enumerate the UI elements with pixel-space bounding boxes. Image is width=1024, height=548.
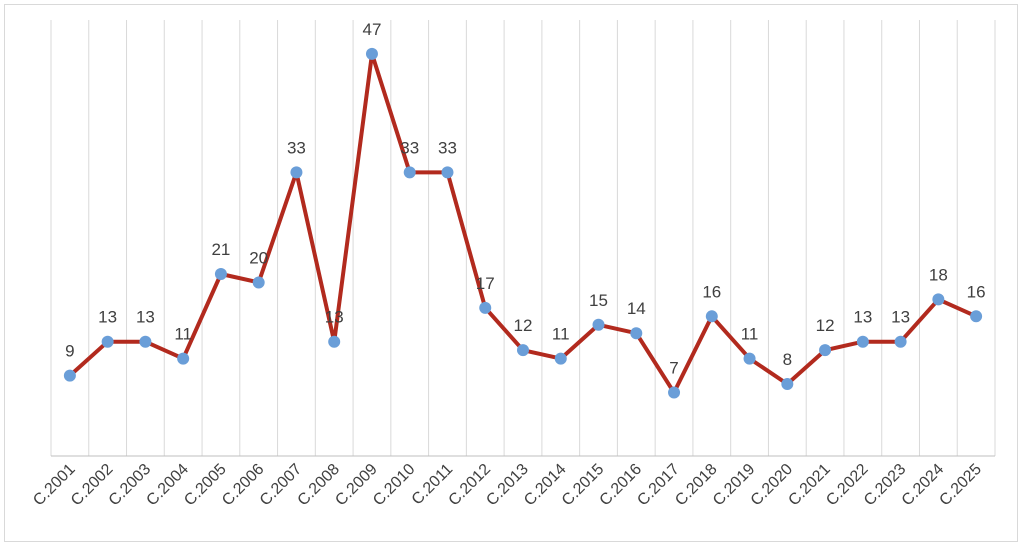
data-labels: 9 13 13 11 21 20 33 13 47 33 33 17 12 11 15 14 7 16 11 8 12 1…: [65, 20, 985, 378]
data-point-C.2005: [214, 267, 227, 280]
data-point-C.2018: [705, 310, 718, 323]
data-label-C.2004: 11: [174, 325, 192, 344]
data-point-C.2024: [932, 293, 945, 306]
data-label-C.2019: 11: [741, 325, 759, 344]
series-line: [67, 51, 979, 395]
data-point-C.2010: [403, 166, 416, 179]
data-label-C.2011: 33: [438, 138, 457, 157]
data-point-C.2014: [554, 352, 567, 365]
data-point-C.2008: [328, 335, 341, 348]
data-point-C.2023: [894, 335, 907, 348]
data-label-C.2006: 20: [249, 248, 268, 267]
data-point-C.2020: [781, 378, 794, 391]
data-point-C.2019: [743, 352, 756, 365]
data-label-C.2007: 33: [287, 138, 306, 157]
data-point-C.2012: [479, 301, 492, 314]
data-label-C.2012: 17: [476, 274, 495, 293]
data-label-C.2017: 7: [669, 359, 678, 378]
data-label-C.2008: 13: [325, 308, 344, 327]
data-point-C.2003: [139, 335, 152, 348]
data-point-C.2002: [101, 335, 114, 348]
data-label-C.2001: 9: [65, 342, 74, 361]
data-label-C.2015: 15: [589, 291, 608, 310]
data-label-C.2014: 11: [552, 325, 570, 344]
data-label-C.2009: 47: [362, 20, 381, 39]
data-point-C.2009: [365, 47, 378, 60]
data-label-C.2010: 33: [400, 138, 419, 157]
x-tick-labels: C.2001C.2002C.2003C.2004C.2005C.2006C.20…: [30, 461, 985, 510]
data-label-C.2021: 12: [816, 316, 835, 335]
data-point-C.2011: [441, 166, 454, 179]
x-tick-C.2010: C.2010: [370, 461, 419, 510]
gridlines: [50, 20, 996, 456]
data-point-C.2004: [177, 352, 190, 365]
data-point-C.2006: [252, 276, 265, 289]
data-label-C.2016: 14: [627, 299, 646, 318]
data-label-C.2003: 13: [136, 308, 155, 327]
data-label-C.2018: 16: [702, 282, 721, 301]
data-label-C.2013: 12: [514, 316, 533, 335]
data-point-C.2016: [630, 327, 643, 340]
data-label-C.2005: 21: [211, 240, 230, 259]
data-label-C.2002: 13: [98, 308, 117, 327]
data-point-C.2013: [517, 344, 529, 357]
data-markers: [63, 47, 983, 399]
chart-frame: [4, 4, 1018, 542]
data-label-C.2023: 13: [891, 308, 910, 327]
data-point-C.2025: [970, 310, 983, 323]
data-point-C.2007: [290, 166, 303, 179]
data-label-C.2020: 8: [783, 350, 792, 369]
data-point-C.2015: [592, 318, 605, 331]
data-label-C.2025: 16: [967, 282, 986, 301]
x-tick-C.2025: C.2025: [936, 461, 985, 510]
data-point-C.2017: [668, 386, 681, 399]
data-point-C.2022: [856, 335, 869, 348]
data-label-C.2022: 13: [853, 308, 872, 327]
data-point-C.2001: [63, 369, 76, 382]
data-point-C.2021: [819, 344, 832, 357]
data-label-C.2024: 18: [929, 265, 948, 284]
